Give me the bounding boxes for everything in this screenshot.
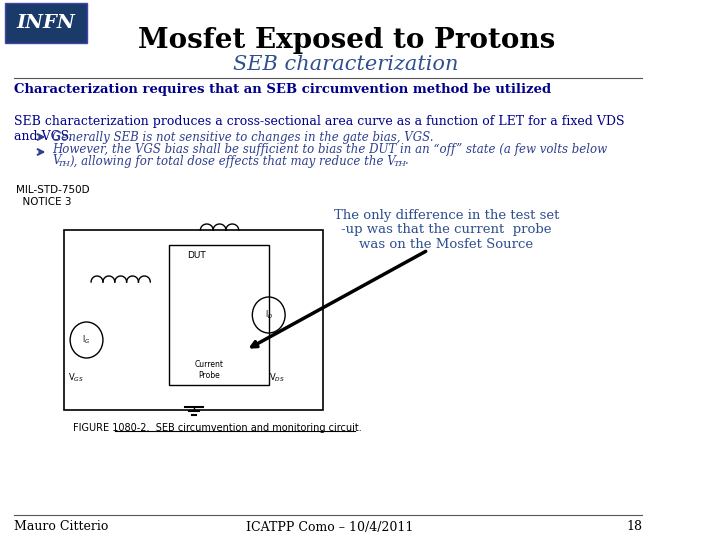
Text: Mauro Citterio: Mauro Citterio: [14, 521, 108, 534]
Text: The only difference in the test set
-up was that the current  probe
was on the M: The only difference in the test set -up …: [333, 208, 559, 252]
Text: SEB characterization produces a cross-sectional area curve as a function of LET : SEB characterization produces a cross-se…: [14, 115, 624, 143]
Text: Generally SEB is not sensitive to changes in the gate bias, VGS.: Generally SEB is not sensitive to change…: [52, 131, 433, 144]
Text: FIGURE 1080-2.  SEB circumvention and monitoring circuit.: FIGURE 1080-2. SEB circumvention and mon…: [73, 423, 361, 433]
Text: 18: 18: [626, 521, 642, 534]
Text: INFN: INFN: [16, 14, 75, 32]
Text: V$_{GS}$: V$_{GS}$: [68, 372, 84, 384]
Text: I$_D$: I$_D$: [265, 309, 273, 321]
Bar: [64, 230, 323, 410]
Text: ), allowing for total dose effects that may reduce the V: ), allowing for total dose effects that …: [69, 154, 396, 167]
Text: MIL-STD-750D
  NOTICE 3: MIL-STD-750D NOTICE 3: [17, 185, 90, 207]
Text: TH: TH: [58, 160, 71, 168]
Bar: [4, 3, 86, 43]
Text: I$_G$: I$_G$: [82, 334, 91, 346]
Text: However, the VGS bias shall be sufficient to bias the DUT in an “off” state (a f: However, the VGS bias shall be sufficien…: [52, 143, 607, 156]
Text: TH: TH: [394, 160, 406, 168]
Text: SEB characterization: SEB characterization: [233, 55, 459, 73]
Text: V$_{DS}$: V$_{DS}$: [269, 372, 284, 384]
Text: .: .: [405, 154, 409, 167]
Bar: [168, 245, 269, 385]
Text: Current
Probe: Current Probe: [195, 360, 224, 380]
Text: Characterization requires that an SEB circumvention method be utilized: Characterization requires that an SEB ci…: [14, 84, 551, 97]
Text: Mosfet Exposed to Protons: Mosfet Exposed to Protons: [138, 26, 555, 53]
Text: ICATPP Como – 10/4/2011: ICATPP Como – 10/4/2011: [246, 521, 413, 534]
Text: DUT: DUT: [186, 251, 205, 260]
Text: V: V: [52, 154, 60, 167]
